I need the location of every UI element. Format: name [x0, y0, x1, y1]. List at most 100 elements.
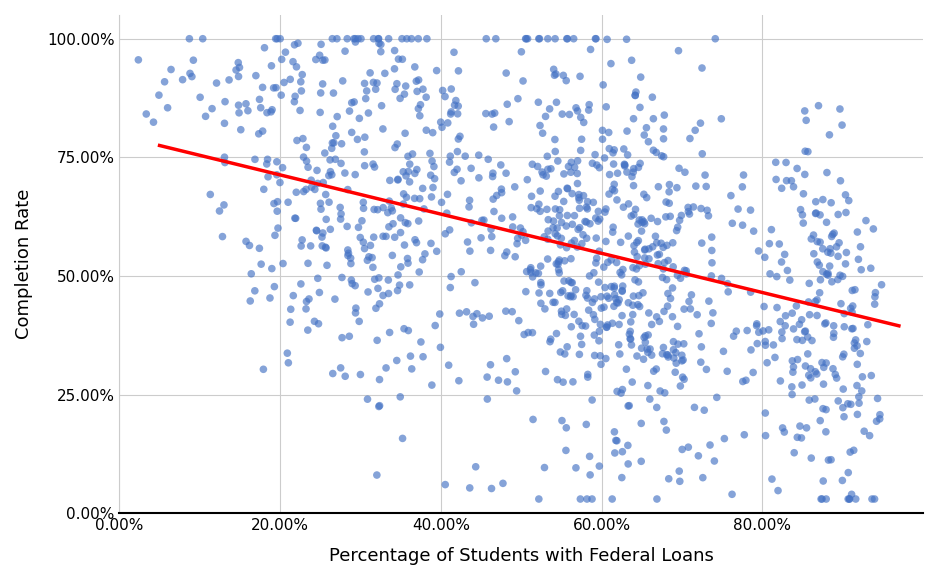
- Point: [804, 454, 819, 463]
- Point: [328, 155, 343, 164]
- Point: [238, 99, 253, 108]
- Point: [572, 72, 587, 81]
- Point: [354, 34, 369, 44]
- Point: [870, 394, 885, 403]
- Point: [548, 229, 563, 238]
- Point: [299, 157, 314, 166]
- Point: [410, 87, 425, 96]
- Point: [269, 157, 284, 166]
- Point: [539, 151, 554, 161]
- Point: [525, 160, 540, 169]
- Point: [558, 446, 573, 455]
- Point: [520, 34, 535, 44]
- Point: [693, 204, 708, 213]
- Point: [705, 308, 720, 317]
- Point: [582, 452, 598, 461]
- Point: [348, 37, 363, 46]
- Point: [449, 165, 464, 174]
- Point: [626, 114, 641, 124]
- Point: [735, 377, 750, 386]
- Point: [248, 155, 263, 164]
- Point: [808, 297, 823, 306]
- Point: [480, 155, 495, 164]
- Point: [801, 371, 816, 380]
- Point: [568, 103, 583, 113]
- Point: [716, 347, 731, 356]
- Point: [376, 203, 391, 212]
- Point: [818, 318, 833, 328]
- Point: [582, 306, 597, 315]
- Point: [616, 202, 631, 212]
- Point: [334, 209, 349, 219]
- Point: [579, 420, 594, 429]
- Point: [356, 198, 371, 207]
- Point: [412, 267, 427, 277]
- Point: [617, 160, 632, 169]
- Point: [443, 110, 458, 119]
- Point: [632, 159, 647, 168]
- Point: [551, 257, 566, 266]
- Point: [627, 210, 642, 219]
- Point: [669, 358, 684, 368]
- Point: [282, 75, 297, 84]
- Point: [215, 232, 230, 241]
- Point: [531, 34, 546, 44]
- Point: [268, 83, 283, 92]
- Point: [367, 205, 382, 214]
- Point: [359, 86, 374, 96]
- Point: [682, 297, 697, 306]
- Point: [375, 231, 390, 241]
- Point: [365, 253, 380, 262]
- Point: [412, 194, 427, 204]
- Point: [809, 197, 824, 206]
- Point: [656, 264, 671, 274]
- Point: [405, 149, 420, 158]
- Point: [393, 94, 408, 103]
- Point: [806, 230, 821, 240]
- Point: [352, 317, 367, 326]
- Point: [606, 160, 621, 169]
- Point: [532, 288, 547, 298]
- Point: [665, 312, 680, 321]
- Point: [462, 483, 477, 492]
- Point: [815, 404, 830, 414]
- Point: [283, 304, 298, 314]
- Point: [381, 289, 396, 298]
- Point: [616, 144, 631, 154]
- Point: [845, 324, 860, 333]
- Point: [459, 307, 474, 317]
- Point: [642, 254, 657, 263]
- Point: [784, 390, 799, 399]
- Point: [357, 79, 372, 88]
- Point: [570, 106, 585, 115]
- Point: [766, 340, 781, 350]
- Point: [643, 394, 658, 404]
- Point: [621, 401, 636, 411]
- Point: [514, 230, 529, 240]
- Point: [827, 370, 842, 379]
- Point: [839, 248, 854, 257]
- Point: [666, 262, 681, 271]
- Point: [670, 223, 685, 232]
- Point: [387, 233, 402, 242]
- Point: [609, 298, 624, 307]
- Point: [693, 357, 708, 367]
- Point: [474, 233, 489, 242]
- Point: [400, 34, 415, 44]
- Point: [864, 371, 879, 380]
- Point: [841, 196, 856, 205]
- Point: [346, 34, 361, 44]
- Point: [625, 172, 640, 181]
- Point: [681, 207, 696, 216]
- Point: [833, 176, 848, 186]
- Point: [670, 322, 685, 331]
- Point: [218, 97, 233, 106]
- Point: [854, 265, 869, 274]
- Point: [800, 349, 815, 358]
- Point: [389, 356, 404, 365]
- Point: [786, 324, 801, 334]
- Point: [649, 312, 664, 321]
- Point: [694, 238, 709, 248]
- Point: [762, 239, 777, 248]
- Point: [598, 102, 613, 111]
